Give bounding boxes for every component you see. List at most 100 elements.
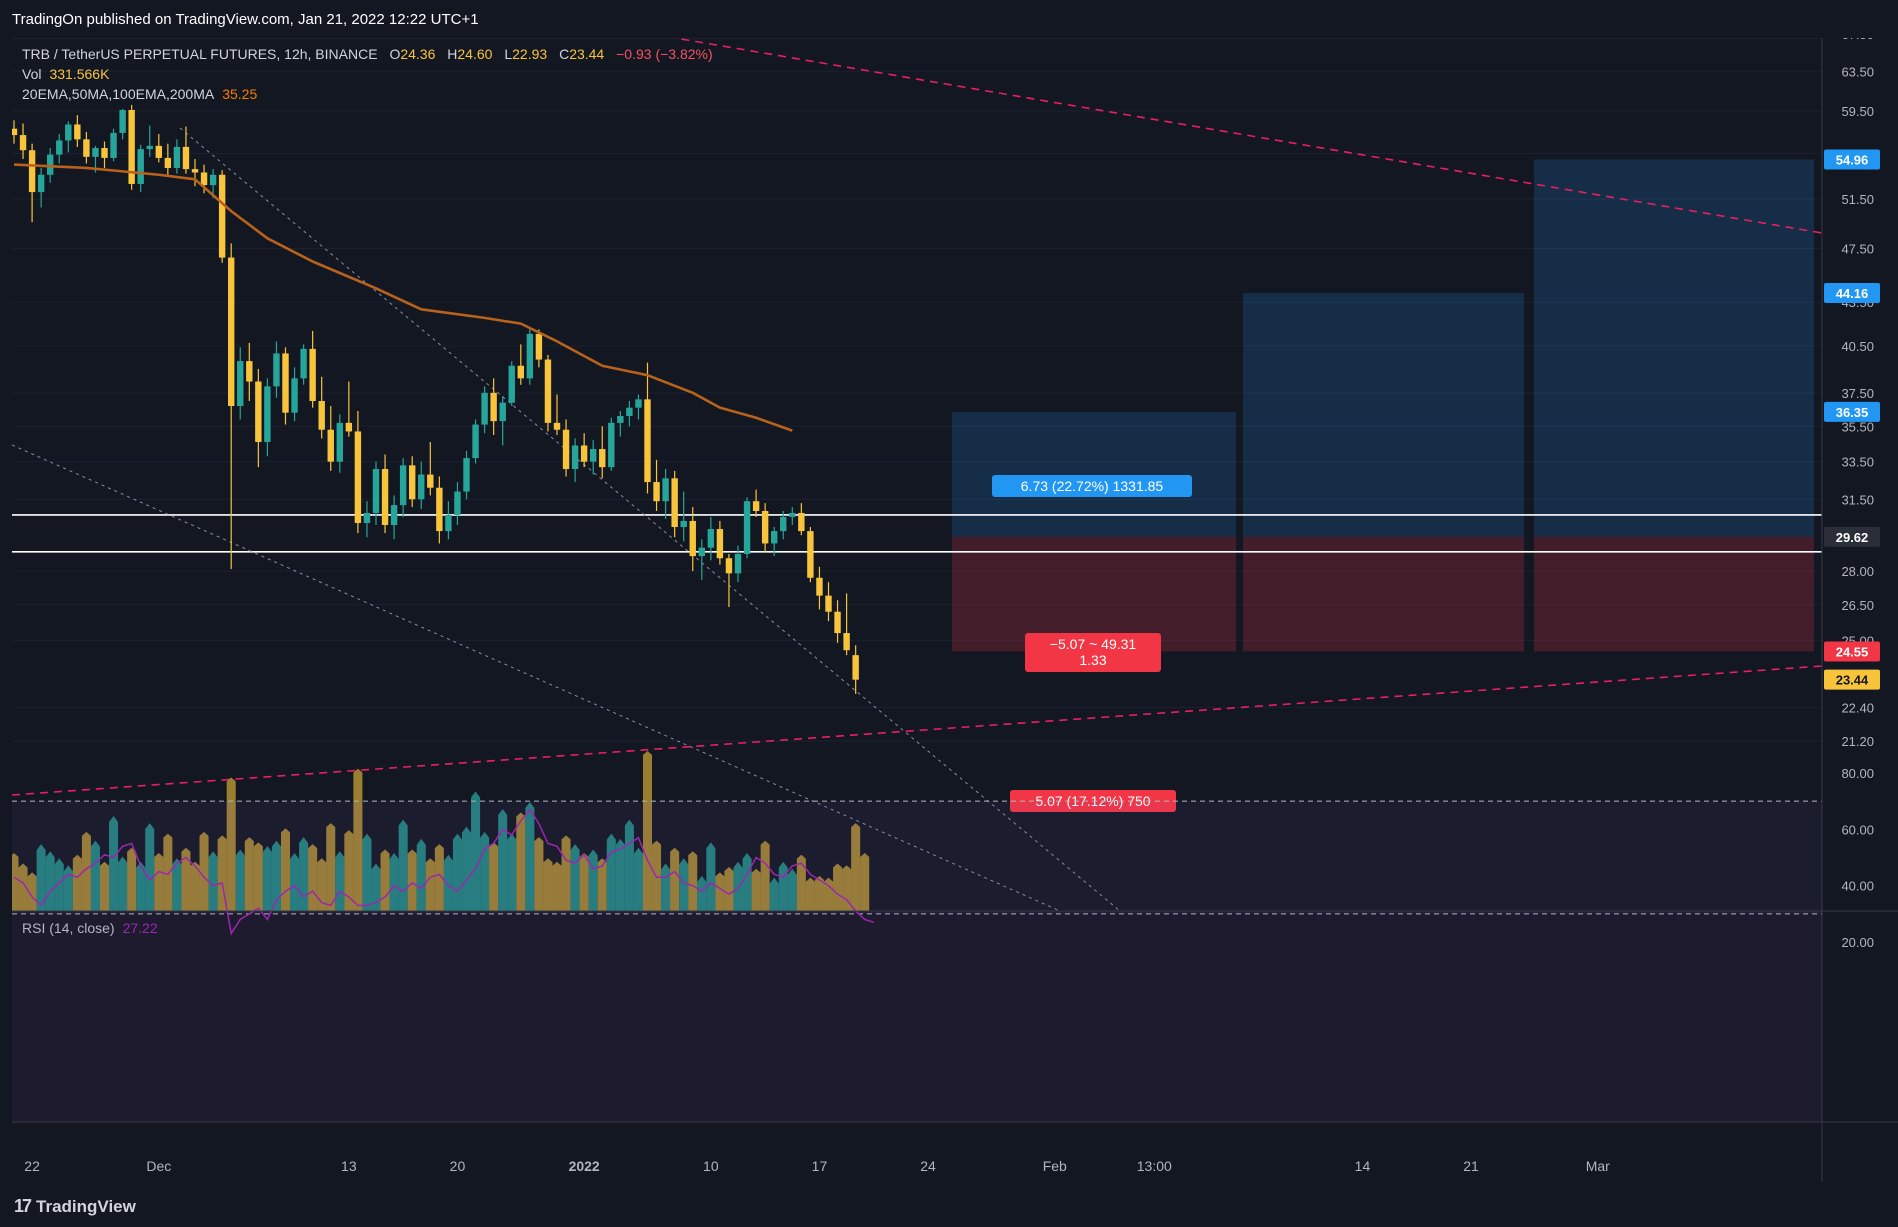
candle-body <box>743 501 751 554</box>
volume-bar <box>380 849 390 911</box>
tradingview-brand[interactable]: 17 TradingView <box>14 1196 136 1217</box>
volume-bar <box>226 777 236 911</box>
channel-line-lower <box>12 444 1061 911</box>
candle-body <box>807 531 814 578</box>
volume-bar <box>733 861 743 911</box>
volume-bar <box>208 851 218 911</box>
price-axis[interactable]: 67.5063.5059.5055.5051.5047.5043.5040.50… <box>1824 38 1880 749</box>
volume-bar <box>724 867 734 911</box>
volume-bar <box>461 826 472 911</box>
risk-tooltip-bg <box>1025 633 1161 672</box>
candle-body <box>83 139 90 157</box>
target-label-text: 6.73 (22.72%) 1331.85 <box>1021 478 1164 494</box>
volume-bar <box>543 858 553 911</box>
candle-body <box>182 146 190 170</box>
candle-body <box>354 431 362 523</box>
candle-body <box>689 520 696 557</box>
candle-body <box>173 146 181 168</box>
candle-body <box>381 469 389 525</box>
position-zones <box>952 159 1814 652</box>
candle-body <box>390 505 398 525</box>
volume-bar <box>271 840 281 911</box>
volume-bar <box>480 831 490 911</box>
candle-body <box>363 512 371 523</box>
candle-body <box>562 429 570 470</box>
price-tick: 40.50 <box>1841 339 1874 354</box>
volume-bar <box>823 877 834 911</box>
rsi-pane[interactable] <box>12 912 1822 1122</box>
target-zone <box>1534 159 1814 537</box>
price-badge-text: 23.44 <box>1836 673 1869 688</box>
candle-body <box>427 474 434 488</box>
volume-bar <box>353 768 363 911</box>
time-tick: Dec <box>146 1158 171 1174</box>
candle-body <box>110 132 117 158</box>
volume-bar <box>27 872 37 911</box>
time-tick: 20 <box>450 1158 466 1174</box>
volume-bar <box>615 838 625 911</box>
candle-body <box>218 174 226 258</box>
candle-body <box>19 135 27 151</box>
price-badge-bg <box>1824 149 1880 170</box>
price-tick: 31.50 <box>1841 492 1874 507</box>
candle-body <box>137 149 144 184</box>
candle-body <box>635 399 642 408</box>
volume-bar <box>145 823 155 911</box>
time-axis[interactable]: 22 Dec 13 20 2022 10 17 24 Feb 13:00 14 21 Mar <box>24 1158 1610 1174</box>
volume-bar <box>525 801 535 911</box>
rising-trendline <box>12 665 1822 796</box>
channel-line-upper <box>179 127 1121 911</box>
volume-bar <box>498 809 508 911</box>
candle-body <box>101 148 108 158</box>
volume-bar <box>136 861 146 911</box>
price-tick: 67.50 <box>1841 38 1874 42</box>
candle-body <box>463 458 470 492</box>
volume-bar <box>642 751 653 911</box>
candle-body <box>336 422 343 462</box>
price-badge-text: 44.16 <box>1836 286 1869 301</box>
candle-body <box>508 365 515 403</box>
candle-body <box>56 140 63 155</box>
price-tick: 51.50 <box>1841 192 1874 207</box>
candle-body <box>128 109 135 184</box>
rsi-line <box>13 808 874 936</box>
volume-bar <box>154 852 164 911</box>
volume-bar <box>796 854 806 911</box>
svg-text:RSI (14, close)27.22: RSI (14, close) 27.22 <box>22 920 158 936</box>
main-pane[interactable] <box>12 38 1822 911</box>
volume-bar <box>12 852 19 911</box>
price-badge: 36.35 <box>1824 401 1880 422</box>
price-badge-text: 29.62 <box>1836 530 1869 545</box>
target-label-bg <box>992 475 1192 497</box>
candle-body <box>47 154 54 175</box>
volume-bar <box>326 823 336 911</box>
stop-zone <box>1534 536 1814 652</box>
time-tick: 22 <box>24 1158 40 1174</box>
candle-body <box>418 474 425 500</box>
volume-bar <box>181 847 191 911</box>
publish-header: TradingOn published on TradingView.com, … <box>0 0 1898 38</box>
volume-bar <box>688 851 698 911</box>
candle-body <box>481 392 488 425</box>
candle-body <box>517 365 524 379</box>
volume-bar <box>81 831 91 911</box>
volume-bar <box>425 858 435 911</box>
candle-body <box>526 333 534 379</box>
legend: TRB / TetherUS PERPETUAL FUTURES, 12h, B… <box>22 46 713 102</box>
volume-bar <box>697 875 707 911</box>
candle-body <box>318 401 325 430</box>
chart-canvas[interactable]: 6.73 (22.72%) 1331.855.07 (17.12%) 750−5… <box>0 38 1898 1182</box>
volume-bar <box>552 861 562 911</box>
candle-body <box>200 172 208 186</box>
volume-bar <box>344 830 354 911</box>
footer: 17 TradingView <box>0 1182 1898 1227</box>
rsi-axis[interactable]: 80.00 60.00 40.00 20.00 <box>1841 766 1874 950</box>
stop-zone <box>1243 536 1524 652</box>
candle-body <box>300 348 307 379</box>
price-tick: 37.50 <box>1841 386 1874 401</box>
candle-body <box>228 257 235 406</box>
candle-body <box>771 531 778 544</box>
time-tick: 10 <box>703 1158 719 1174</box>
volume-bar <box>54 858 64 911</box>
